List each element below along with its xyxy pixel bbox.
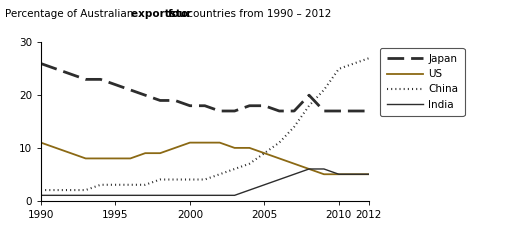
Text: exportsto: exportsto: [131, 9, 191, 19]
Text: Percentage of Australian: Percentage of Australian: [5, 9, 137, 19]
Text: four: four: [167, 9, 192, 19]
Text: countries from 1990 – 2012: countries from 1990 – 2012: [184, 9, 331, 19]
Legend: Japan, US, China, India: Japan, US, China, India: [380, 48, 464, 116]
